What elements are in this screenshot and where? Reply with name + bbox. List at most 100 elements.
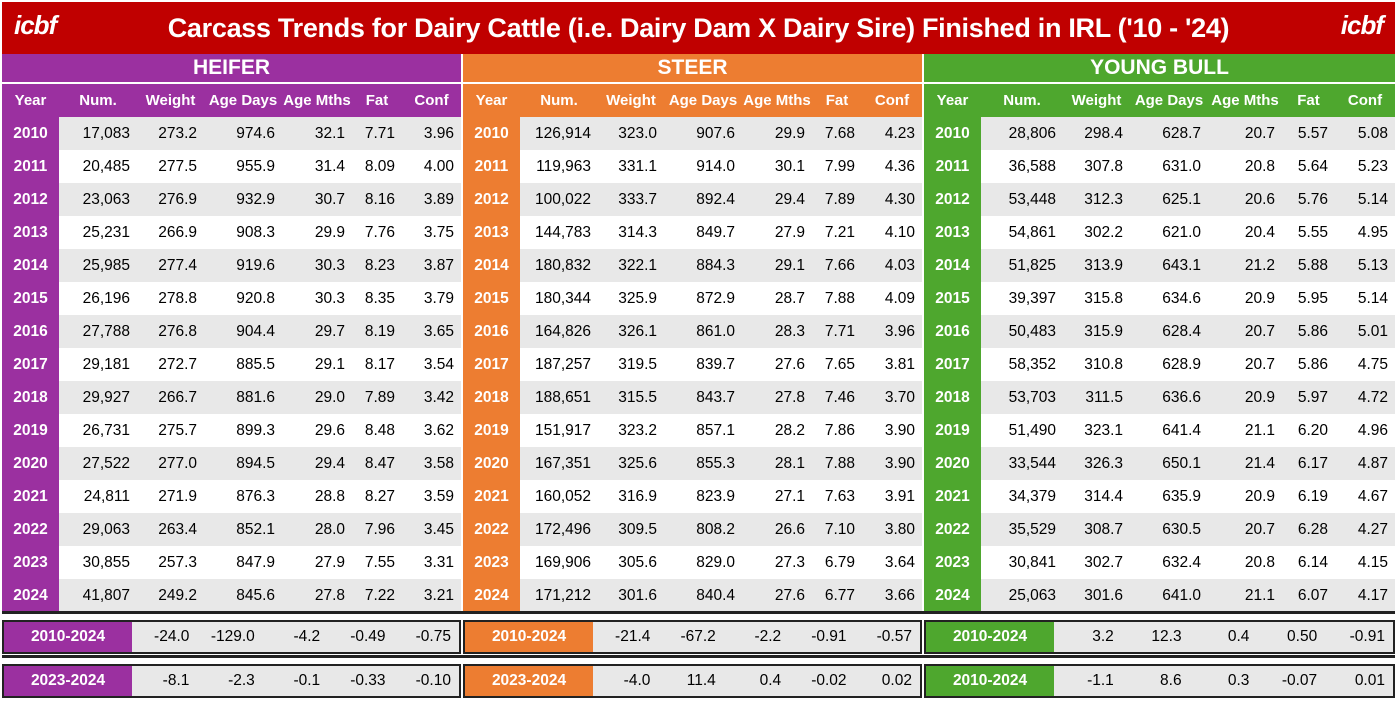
heifer-group-header: HEIFER: [2, 54, 461, 84]
value-cell: 3.66: [862, 579, 922, 612]
table-row: 2017 29,181 272.7 885.5 29.1 8.17 3.54: [2, 348, 461, 381]
column-header: Weight: [598, 84, 664, 117]
value-cell: 21.1: [1208, 414, 1282, 447]
value-cell: 28.1: [742, 447, 812, 480]
year-cell: 2020: [463, 447, 520, 480]
icbf-logo-right: icbf: [1340, 10, 1384, 40]
table-row: 2011 119,963 331.1 914.0 30.1 7.99 4.36: [463, 150, 922, 183]
value-cell: 24,811: [59, 480, 137, 513]
column-header: Num.: [59, 84, 137, 117]
value-cell: 630.5: [1130, 513, 1208, 546]
year-cell: 2022: [924, 513, 981, 546]
summary-value: -0.10: [393, 666, 459, 696]
table-row: 2018 188,651 315.5 843.7 27.8 7.46 3.70: [463, 381, 922, 414]
section-divider: [2, 655, 1395, 658]
value-cell: 7.86: [812, 414, 862, 447]
value-cell: 20.9: [1208, 282, 1282, 315]
column-header: Age Days: [664, 84, 742, 117]
table-row: 2023 169,906 305.6 829.0 27.3 6.79 3.64: [463, 546, 922, 579]
year-cell: 2021: [463, 480, 520, 513]
value-cell: 266.9: [137, 216, 204, 249]
value-cell: 28.0: [282, 513, 352, 546]
value-cell: 27.6: [742, 579, 812, 612]
year-cell: 2020: [924, 447, 981, 480]
value-cell: 641.0: [1130, 579, 1208, 612]
value-cell: 3.62: [402, 414, 461, 447]
value-cell: 872.9: [664, 282, 742, 315]
value-cell: 314.3: [598, 216, 664, 249]
table-row: 2022 29,063 263.4 852.1 28.0 7.96 3.45: [2, 513, 461, 546]
heifer-table: Year Num. Weight Age Days Age Mths Fat Conf 201…: [2, 84, 461, 612]
year-cell: 2010: [2, 117, 59, 150]
table-row: 2021 34,379 314.4 635.9 20.9 6.19 4.67: [924, 480, 1395, 513]
table-row: 2024 25,063 301.6 641.0 21.1 6.07 4.17: [924, 579, 1395, 612]
table-row: 2012 53,448 312.3 625.1 20.6 5.76 5.14: [924, 183, 1395, 216]
summary-period-label: 2010-2024: [926, 622, 1054, 652]
value-cell: 323.1: [1063, 414, 1130, 447]
value-cell: 160,052: [520, 480, 598, 513]
column-header: Age Days: [1130, 84, 1208, 117]
table-row: 2012 100,022 333.7 892.4 29.4 7.89 4.30: [463, 183, 922, 216]
value-cell: 847.9: [204, 546, 282, 579]
value-cell: 4.17: [1335, 579, 1395, 612]
value-cell: 58,352: [981, 348, 1063, 381]
summary-period-label: 2010-2024: [4, 622, 132, 652]
value-cell: 323.2: [598, 414, 664, 447]
value-cell: 50,483: [981, 315, 1063, 348]
table-row: 2024 41,807 249.2 845.6 27.8 7.22 3.21: [2, 579, 461, 612]
value-cell: 861.0: [664, 315, 742, 348]
value-cell: 4.00: [402, 150, 461, 183]
value-cell: 307.8: [1063, 150, 1130, 183]
column-header: Age Mths: [1208, 84, 1282, 117]
value-cell: 8.48: [352, 414, 402, 447]
value-cell: 920.8: [204, 282, 282, 315]
year-cell: 2019: [924, 414, 981, 447]
value-cell: 20.8: [1208, 150, 1282, 183]
value-cell: 7.96: [352, 513, 402, 546]
year-cell: 2013: [2, 216, 59, 249]
value-cell: 849.7: [664, 216, 742, 249]
value-cell: 21.2: [1208, 249, 1282, 282]
value-cell: 29,063: [59, 513, 137, 546]
value-cell: 7.89: [812, 183, 862, 216]
value-cell: 26,196: [59, 282, 137, 315]
value-cell: 3.54: [402, 348, 461, 381]
value-cell: 3.79: [402, 282, 461, 315]
value-cell: 25,985: [59, 249, 137, 282]
value-cell: 808.2: [664, 513, 742, 546]
value-cell: 29.7: [282, 315, 352, 348]
value-cell: 302.2: [1063, 216, 1130, 249]
value-cell: 326.1: [598, 315, 664, 348]
value-cell: 34,379: [981, 480, 1063, 513]
value-cell: 7.22: [352, 579, 402, 612]
summary-value: -1.1: [1054, 666, 1122, 696]
page-title: Carcass Trends for Dairy Cattle (i.e. Da…: [167, 12, 1230, 43]
value-cell: 919.6: [204, 249, 282, 282]
value-cell: 4.15: [1335, 546, 1395, 579]
value-cell: 333.7: [598, 183, 664, 216]
value-cell: 301.6: [598, 579, 664, 612]
value-cell: 5.14: [1335, 183, 1395, 216]
value-cell: 881.6: [204, 381, 282, 414]
value-cell: 914.0: [664, 150, 742, 183]
summary-value: -0.02: [789, 666, 855, 696]
table-row: 2010 17,083 273.2 974.6 32.1 7.71 3.96: [2, 117, 461, 150]
value-cell: 302.7: [1063, 546, 1130, 579]
table-row: 2019 26,731 275.7 899.3 29.6 8.48 3.62: [2, 414, 461, 447]
summary-value: 3.2: [1054, 622, 1122, 652]
year-cell: 2014: [463, 249, 520, 282]
value-cell: 8.23: [352, 249, 402, 282]
value-cell: 51,825: [981, 249, 1063, 282]
value-cell: 29,927: [59, 381, 137, 414]
table-row: 2020 33,544 326.3 650.1 21.4 6.17 4.87: [924, 447, 1395, 480]
year-cell: 2014: [2, 249, 59, 282]
summary-value: 0.3: [1189, 666, 1258, 696]
summary-value: -0.75: [393, 622, 459, 652]
value-cell: 6.28: [1282, 513, 1335, 546]
value-cell: 839.7: [664, 348, 742, 381]
value-cell: 8.09: [352, 150, 402, 183]
value-cell: 27.9: [282, 546, 352, 579]
year-cell: 2010: [924, 117, 981, 150]
column-header-row: Year Num. Weight Age Days Age Mths Fat Conf: [924, 84, 1395, 117]
value-cell: 885.5: [204, 348, 282, 381]
